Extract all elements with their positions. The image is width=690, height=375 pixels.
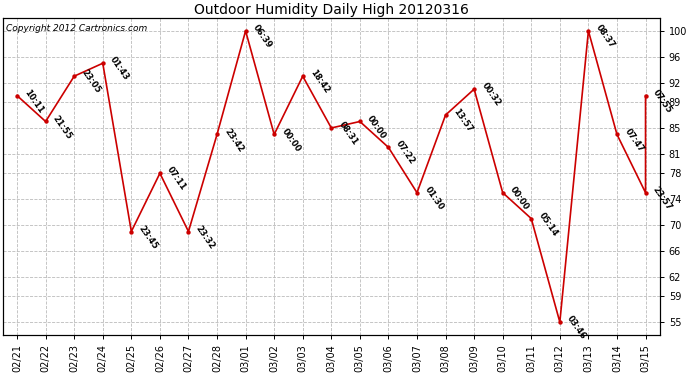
Text: 00:00: 00:00 [509, 185, 531, 211]
Text: 08:37: 08:37 [594, 23, 616, 50]
Point [469, 86, 480, 92]
Point [640, 93, 651, 99]
Point [212, 132, 223, 138]
Text: 01:30: 01:30 [422, 185, 445, 211]
Point [583, 28, 594, 34]
Text: 21:55: 21:55 [51, 114, 74, 141]
Point [526, 216, 537, 222]
Text: 05:14: 05:14 [537, 211, 560, 238]
Text: 07:55: 07:55 [651, 88, 673, 115]
Text: 00:32: 00:32 [480, 81, 502, 108]
Point [554, 319, 565, 325]
Text: 23:45: 23:45 [137, 224, 159, 251]
Text: 23:32: 23:32 [194, 224, 217, 251]
Point [183, 228, 194, 234]
Text: 00:00: 00:00 [279, 126, 302, 153]
Point [440, 112, 451, 118]
Point [640, 190, 651, 196]
Point [326, 125, 337, 131]
Text: 07:11: 07:11 [166, 165, 188, 192]
Text: 13:57: 13:57 [451, 107, 474, 134]
Point [268, 132, 279, 138]
Point [97, 60, 108, 66]
Point [383, 144, 394, 150]
Text: Copyright 2012 Cartronics.com: Copyright 2012 Cartronics.com [6, 24, 147, 33]
Text: 01:43: 01:43 [108, 55, 131, 82]
Text: 00:00: 00:00 [366, 114, 388, 140]
Point [355, 118, 366, 124]
Point [126, 228, 137, 234]
Point [69, 73, 80, 79]
Text: 23:57: 23:57 [651, 185, 673, 212]
Text: 18:42: 18:42 [308, 68, 331, 95]
Title: Outdoor Humidity Daily High 20120316: Outdoor Humidity Daily High 20120316 [194, 3, 469, 17]
Text: 07:22: 07:22 [394, 140, 417, 166]
Text: 23:05: 23:05 [80, 68, 102, 95]
Point [297, 73, 308, 79]
Point [40, 118, 51, 124]
Text: 23:42: 23:42 [223, 126, 246, 154]
Point [12, 93, 23, 99]
Text: 03:46: 03:46 [565, 314, 588, 341]
Text: 10:11: 10:11 [23, 88, 46, 115]
Point [611, 132, 622, 138]
Point [411, 190, 422, 196]
Point [497, 190, 509, 196]
Point [240, 28, 251, 34]
Text: 07:47: 07:47 [622, 126, 645, 153]
Point [155, 170, 166, 176]
Text: 08:31: 08:31 [337, 120, 359, 147]
Text: 06:39: 06:39 [251, 23, 274, 50]
